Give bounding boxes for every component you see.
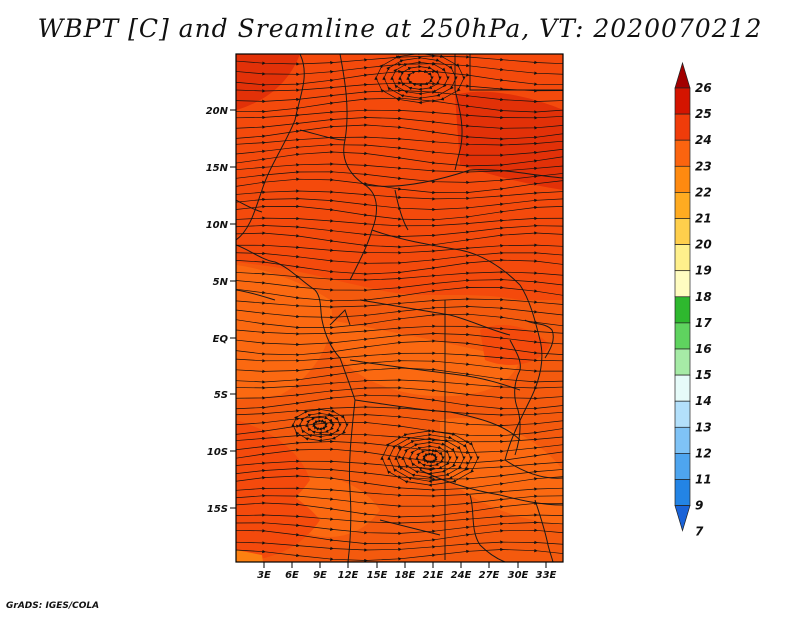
colorbar-box (674, 113, 691, 141)
colorbar-label: 23 (695, 159, 712, 173)
colorbar-label: 9 (695, 499, 703, 513)
colorbar: 26 25 24 23 22 21 20 19 18 17 16 15 14 13 12 11 9 7 (674, 61, 712, 539)
map-plot-area (236, 54, 563, 562)
streamline (236, 547, 563, 562)
lon-tick-label: 12E (338, 570, 359, 581)
streamlines (236, 54, 563, 562)
colorbar-box (674, 426, 691, 454)
colorbar-label: 15 (695, 368, 712, 382)
colorbar-box (674, 87, 691, 115)
colorbar-box (674, 296, 691, 324)
lon-tick-label: 3E (257, 570, 271, 581)
colorbar-box (674, 139, 691, 167)
lat-tick-label: 10S (207, 447, 228, 458)
colorbar-label: 7 (695, 525, 704, 539)
lon-tick-label: 15E (367, 570, 388, 581)
lat-tick-label: 10N (206, 220, 229, 231)
lon-tick-label: 33E (536, 570, 557, 581)
colorbar-label: 18 (695, 290, 712, 304)
colorbar-label: 16 (695, 342, 712, 356)
streamline-gyre (376, 54, 465, 102)
lon-tick-label: 21E (423, 570, 444, 581)
streamline-gyre (382, 431, 479, 485)
colorbar-label: 12 (695, 446, 712, 460)
lat-tick-label: 5S (214, 390, 228, 401)
lon-tick-label: 6E (285, 570, 299, 581)
border-line (534, 499, 554, 562)
colorbar-box (674, 479, 691, 506)
longitude-axis: 3E 6E 9E 12E 15E 18E 21E 24E 27E 30E 33E (257, 562, 557, 581)
colorbar-label: 20 (695, 238, 712, 252)
colorbar-box (674, 165, 691, 193)
colorbar-label: 11 (695, 473, 712, 487)
border-line (236, 199, 263, 213)
colorbar-label: 13 (695, 420, 712, 434)
colorbar-label: 21 (695, 212, 712, 226)
map-frame (235, 53, 564, 563)
lon-tick-label: 9E (313, 570, 327, 581)
lon-tick-label: 30E (508, 570, 529, 581)
colorbar-box (674, 218, 691, 245)
lon-tick-label: 18E (395, 570, 416, 581)
zone-22-corner (236, 550, 263, 562)
colorbar-box (674, 270, 691, 298)
streamline (236, 285, 563, 303)
lat-tick-label: 20N (206, 106, 229, 117)
colorbar-box (674, 322, 691, 350)
colorbar-top-triangle (674, 61, 691, 89)
lon-tick-label: 24E (451, 570, 472, 581)
colorbar-box (674, 348, 691, 376)
colorbar-label: 24 (695, 133, 712, 147)
latitude-axis: 20N 15N 10N 5N EQ 5S 10S 15S (206, 106, 236, 515)
colorbar-label: 19 (695, 264, 712, 278)
colorbar-box (674, 244, 691, 272)
lat-tick-label: 15N (206, 163, 229, 174)
lon-tick-label: 27E (479, 570, 500, 581)
colorbar-label: 25 (695, 107, 712, 121)
streamline-gyre (293, 409, 348, 440)
colorbar-box (674, 374, 691, 402)
lat-tick-label: 15S (207, 504, 228, 515)
colorbar-box (674, 400, 691, 428)
lat-tick-label: EQ (213, 334, 229, 345)
colorbar-label: 17 (695, 316, 712, 330)
grads-credit: GrADS: IGES/COLA (6, 601, 100, 611)
map-title: WBPT [C] and Sreamline at 250hPa, VT: 20… (37, 14, 763, 43)
colorbar-bottom-triangle (674, 505, 691, 532)
colorbar-box (674, 453, 691, 480)
colorbar-label: 26 (695, 81, 712, 95)
colorbar-label: 14 (695, 394, 712, 408)
streamline (236, 177, 563, 195)
lat-tick-label: 5N (213, 277, 229, 288)
colorbar-label: 22 (695, 185, 712, 199)
colorbar-box (674, 192, 691, 219)
